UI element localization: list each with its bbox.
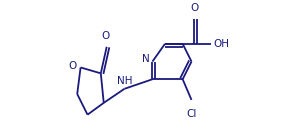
Text: O: O: [190, 3, 199, 13]
Text: OH: OH: [213, 39, 229, 49]
Text: NH: NH: [117, 76, 132, 86]
Text: O: O: [101, 31, 109, 41]
Text: Cl: Cl: [186, 109, 197, 119]
Text: N: N: [142, 54, 149, 64]
Text: O: O: [69, 61, 77, 71]
